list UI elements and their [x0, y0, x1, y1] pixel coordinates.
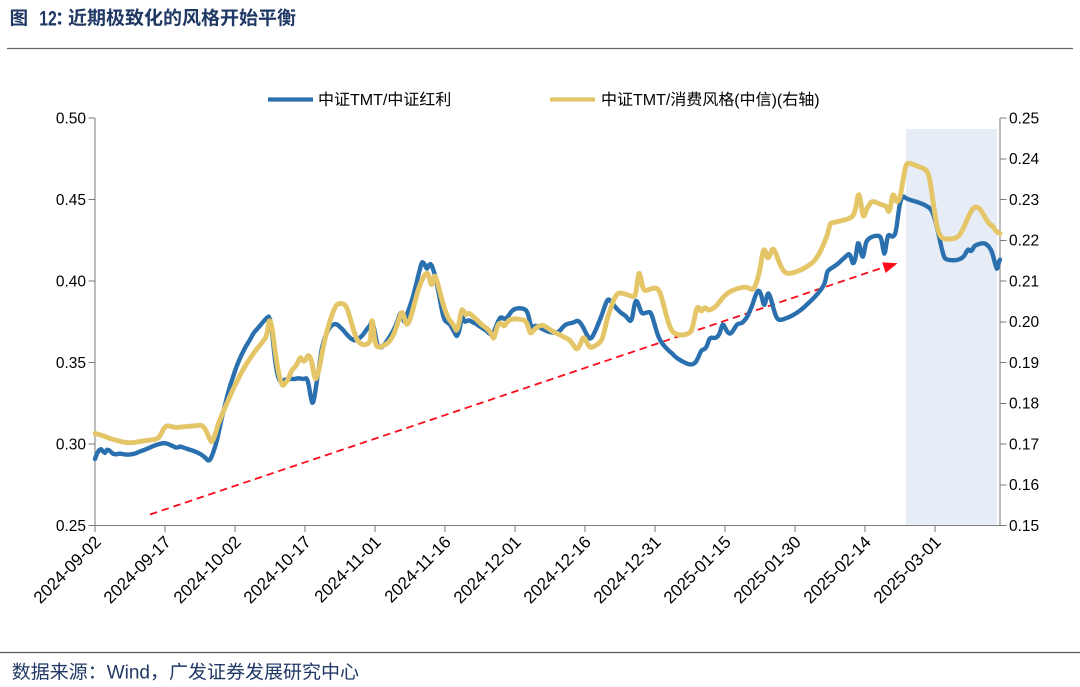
svg-text:TMT/: TMT/: [350, 92, 388, 109]
svg-text:0.19: 0.19: [1009, 355, 1039, 372]
svg-text:TMT/: TMT/: [633, 92, 671, 109]
svg-text:0.40: 0.40: [56, 273, 87, 290]
svg-text:Wind: Wind: [107, 663, 150, 684]
svg-text:0.20: 0.20: [1009, 314, 1040, 331]
svg-text:0.25: 0.25: [56, 518, 86, 535]
svg-text:0.35: 0.35: [56, 355, 86, 372]
svg-text:0.45: 0.45: [56, 192, 86, 209]
svg-text:0.23: 0.23: [1009, 192, 1039, 209]
svg-text:0.15: 0.15: [1009, 518, 1039, 535]
svg-text:12: 12: [39, 7, 57, 30]
svg-text:0.18: 0.18: [1009, 396, 1039, 413]
svg-text:0.50: 0.50: [56, 110, 87, 127]
svg-text:(: (: [734, 92, 740, 109]
svg-text:0.21: 0.21: [1009, 273, 1039, 290]
svg-text:0.25: 0.25: [1009, 110, 1039, 127]
svg-text:0.24: 0.24: [1009, 151, 1040, 168]
svg-text:0.17: 0.17: [1009, 436, 1039, 453]
svg-text:0.22: 0.22: [1009, 233, 1039, 250]
svg-text:)(: )(: [772, 92, 783, 109]
svg-text:): ): [814, 92, 819, 109]
svg-text:0.16: 0.16: [1009, 477, 1039, 494]
svg-text:0.30: 0.30: [56, 436, 87, 453]
